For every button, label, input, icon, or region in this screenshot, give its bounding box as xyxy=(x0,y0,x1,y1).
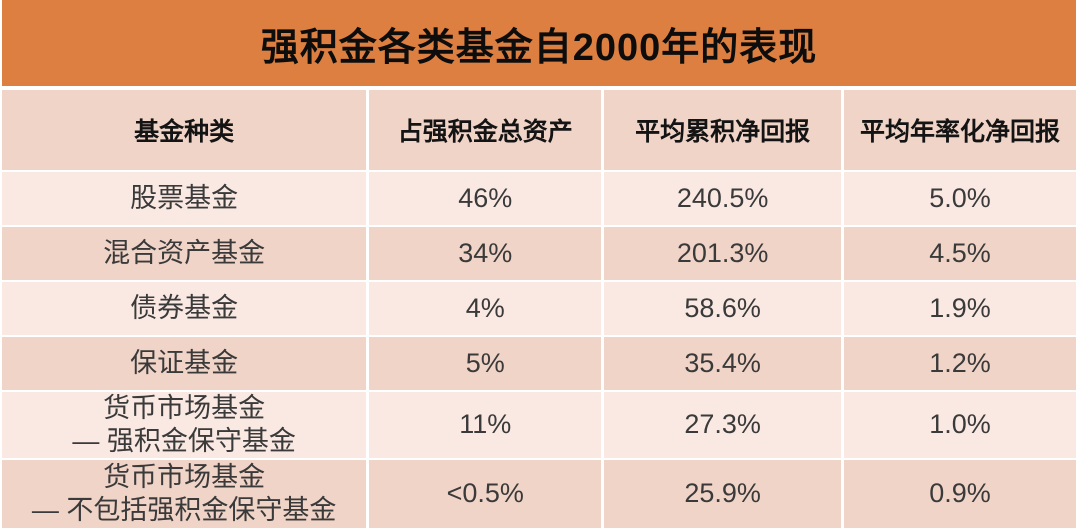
table-row: 保证基金 5% 35.4% 1.2% xyxy=(2,337,1076,390)
table-row: 股票基金 46% 240.5% 5.0% xyxy=(2,172,1076,225)
header-avg-annualized-return: 平均年率化净回报 xyxy=(844,90,1076,170)
table-row: 债券基金 4% 58.6% 1.9% xyxy=(2,282,1076,335)
annualized-return-cell: 0.9% xyxy=(844,459,1076,528)
assets-share-cell: 46% xyxy=(369,172,602,225)
annualized-return-cell: 1.0% xyxy=(844,392,1076,458)
fund-name-cell: 保证基金 xyxy=(2,337,367,390)
cumulative-return-cell: 27.3% xyxy=(604,392,842,458)
table-body: 股票基金 46% 240.5% 5.0% 混合资产基金 34% 201.3% 4… xyxy=(2,172,1076,528)
fund-name-cell: 货币市场基金 — 不包括强积金保守基金 xyxy=(2,459,367,528)
annualized-return-cell: 5.0% xyxy=(844,172,1076,225)
page-title: 强积金各类基金自2000年的表现 xyxy=(260,26,818,69)
fund-name-cell: 货币市场基金 — 强积金保守基金 xyxy=(2,392,367,458)
fund-name-line2: — 强积金保守基金 xyxy=(72,425,296,456)
cumulative-return-cell: 240.5% xyxy=(604,172,842,225)
fund-name-line1: 债券基金 xyxy=(130,293,239,324)
header-fund-type: 基金种类 xyxy=(2,90,367,170)
fund-name-line1: 股票基金 xyxy=(130,183,239,214)
header-avg-cumulative-return: 平均累积净回报 xyxy=(604,90,842,170)
annualized-return-cell: 1.9% xyxy=(844,282,1076,335)
assets-share-cell: 4% xyxy=(369,282,602,335)
assets-share-cell: <0.5% xyxy=(369,459,602,528)
cumulative-return-cell: 201.3% xyxy=(604,227,842,280)
table-row: 混合资产基金 34% 201.3% 4.5% xyxy=(2,227,1076,280)
title-bar: 强积金各类基金自2000年的表现 xyxy=(2,0,1076,86)
cumulative-return-cell: 35.4% xyxy=(604,337,842,390)
assets-share-cell: 11% xyxy=(369,392,602,458)
assets-share-cell: 34% xyxy=(369,227,602,280)
fund-name-cell: 股票基金 xyxy=(2,172,367,225)
fund-name-cell: 债券基金 xyxy=(2,282,367,335)
annualized-return-cell: 1.2% xyxy=(844,337,1076,390)
table-header-row: 基金种类 占强积金总资产 平均累积净回报 平均年率化净回报 xyxy=(2,90,1076,170)
cumulative-return-cell: 25.9% xyxy=(604,459,842,528)
fund-name-line2: — 不包括强积金保守基金 xyxy=(31,494,337,525)
cumulative-return-cell: 58.6% xyxy=(604,282,842,335)
table-row: 货币市场基金 — 不包括强积金保守基金 <0.5% 25.9% 0.9% xyxy=(2,459,1076,528)
fund-name-line1: 混合资产基金 xyxy=(103,238,266,269)
fund-name-line1: 保证基金 xyxy=(130,348,239,379)
fund-name-cell: 混合资产基金 xyxy=(2,227,367,280)
table-row: 货币市场基金 — 强积金保守基金 11% 27.3% 1.0% xyxy=(2,392,1076,458)
annualized-return-cell: 4.5% xyxy=(844,227,1076,280)
performance-table: 基金种类 占强积金总资产 平均累积净回报 平均年率化净回报 股票基金 46% 2… xyxy=(2,90,1076,528)
assets-share-cell: 5% xyxy=(369,337,602,390)
fund-name-line1: 货币市场基金 xyxy=(103,393,266,423)
header-share-of-assets: 占强积金总资产 xyxy=(369,90,602,170)
fund-name-line1: 货币市场基金 xyxy=(103,461,266,492)
